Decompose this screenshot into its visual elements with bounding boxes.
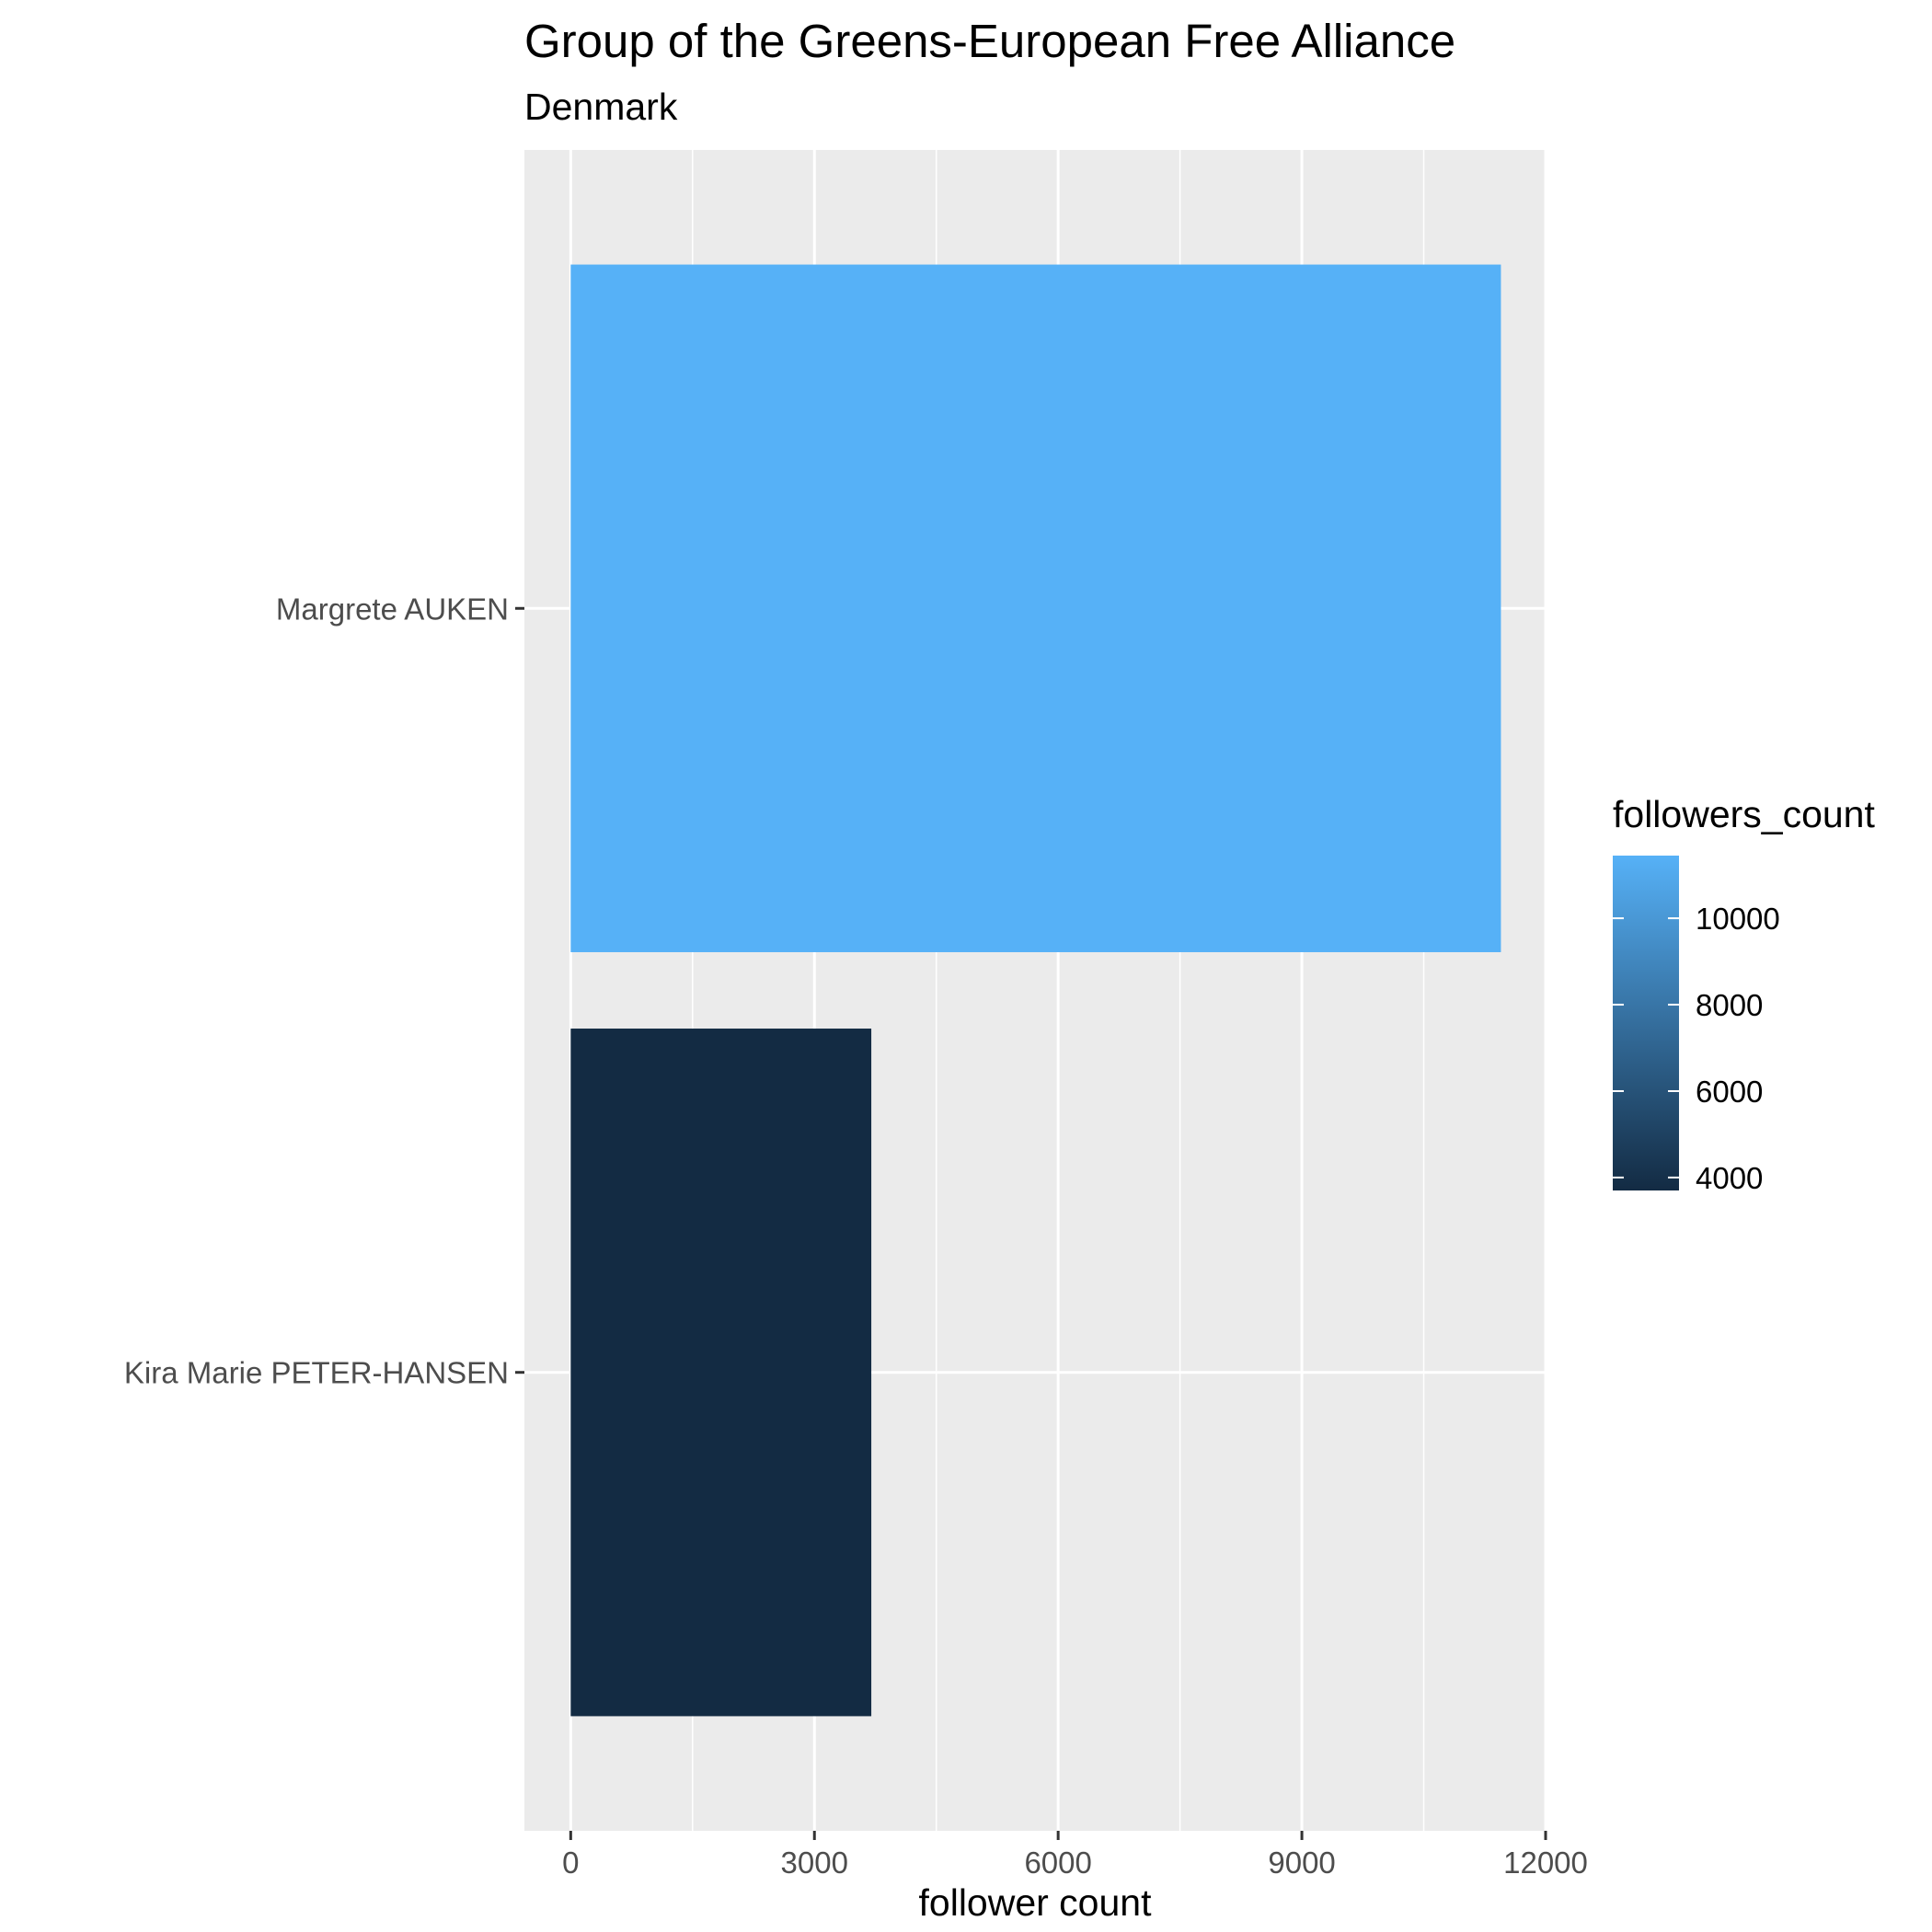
y-axis: Margrete AUKEN Kira Marie PETER-HANSEN — [124, 592, 524, 1390]
x-axis-title: follower count — [919, 1881, 1153, 1924]
chart-subtitle: Denmark — [524, 86, 678, 128]
bar-2 — [570, 1029, 872, 1717]
legend-tick-label: 6000 — [1696, 1075, 1763, 1109]
x-tick-label: 3000 — [781, 1846, 848, 1880]
legend-tick-label: 4000 — [1696, 1161, 1763, 1195]
colorbar — [1613, 856, 1679, 1190]
x-tick-label: 6000 — [1024, 1846, 1091, 1880]
colorbar-legend: followers_count 10000 8000 6000 4000 — [1613, 793, 1875, 1195]
bar-1 — [570, 264, 1501, 952]
legend-title: followers_count — [1613, 793, 1875, 835]
y-tick-label: Margrete AUKEN — [276, 592, 509, 626]
x-tick-label: 9000 — [1268, 1846, 1335, 1880]
y-tick-label: Kira Marie PETER-HANSEN — [124, 1356, 509, 1390]
x-tick-label: 12000 — [1503, 1846, 1588, 1880]
bars — [570, 264, 1501, 1717]
chart-title: Group of the Greens-European Free Allian… — [524, 15, 1455, 67]
legend-tick-label: 10000 — [1696, 902, 1780, 936]
x-axis: 0 3000 6000 9000 12000 — [562, 1831, 1588, 1880]
legend-tick-label: 8000 — [1696, 988, 1763, 1022]
x-tick-label: 0 — [562, 1846, 579, 1880]
